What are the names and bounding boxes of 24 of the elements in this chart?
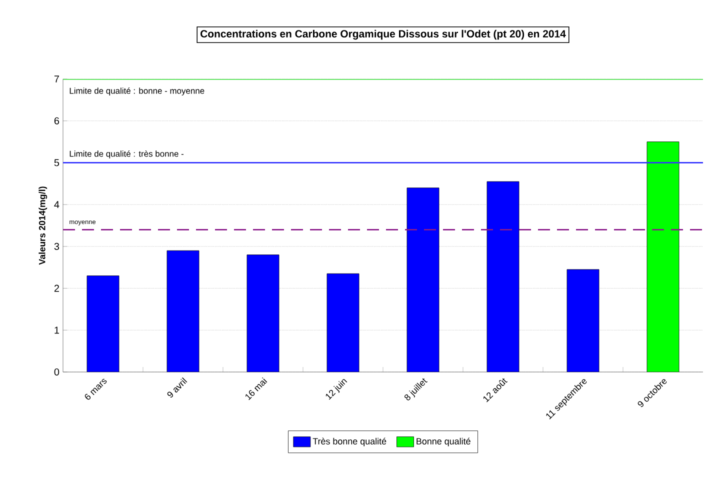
y-tick-label: 6 (54, 117, 60, 124)
bar (566, 269, 600, 372)
x-tick-label: 9 avril (167, 377, 188, 398)
y-tick-label: 1 (54, 326, 59, 334)
y-tick-label: 4 (54, 201, 60, 208)
bar (246, 254, 280, 372)
y-tick-label: 3 (54, 242, 60, 250)
bar (326, 273, 360, 372)
y-axis-title: Valeurs 2014(mg/l) (38, 186, 48, 265)
y-tick-label: 5 (54, 159, 60, 166)
legend-label: Bonne qualité (416, 438, 470, 446)
ref-line-label: Limite de qualité : bonne - moyenne (70, 87, 204, 96)
y-tick-label: 2 (54, 284, 59, 292)
bar (406, 188, 440, 372)
x-tick-label: 12 juin (326, 379, 348, 400)
legend-label: Très bonne qualité (312, 438, 386, 446)
bar (166, 250, 200, 372)
y-tick-label: 0 (54, 368, 60, 376)
y-tick-label: 7 (54, 76, 59, 82)
ref-line-label: Limite de qualité : très bonne - (70, 150, 184, 158)
bar (486, 181, 520, 372)
bar (86, 276, 120, 372)
chart-title: Concentrations en Carbone Orgamique Dissous sur l'Odet (pt 20) en 2014 (200, 30, 566, 40)
x-tick-label: 16 mai (246, 377, 268, 400)
